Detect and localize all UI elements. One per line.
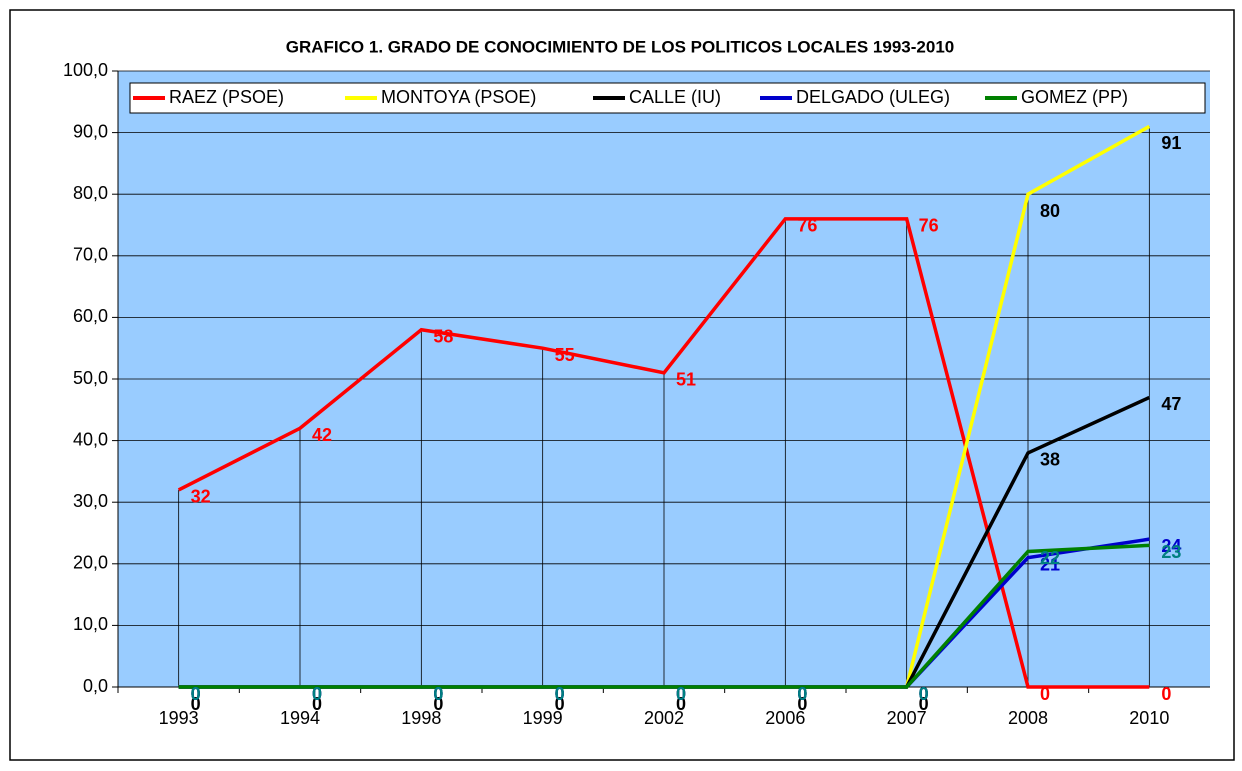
data-label: 76 xyxy=(797,216,817,236)
data-label: 0 xyxy=(433,684,443,704)
data-label: 47 xyxy=(1161,394,1181,414)
data-label: 0 xyxy=(433,684,443,704)
data-label: 0 xyxy=(919,684,929,704)
data-label: 91 xyxy=(1161,133,1181,153)
data-label: 32 xyxy=(191,487,211,507)
data-label: 0 xyxy=(312,694,322,714)
data-label: 0 xyxy=(555,684,565,704)
data-label: 0 xyxy=(191,684,201,704)
data-label: 22 xyxy=(1040,548,1060,568)
series-line xyxy=(178,543,1150,689)
y-tick-label: 30,0 xyxy=(73,491,108,511)
data-label: 0 xyxy=(191,684,201,704)
data-label: 0 xyxy=(312,684,322,704)
data-label: 76 xyxy=(919,216,939,236)
y-tick-label: 10,0 xyxy=(73,614,108,634)
x-tick-label: 1998 xyxy=(401,708,441,728)
data-label: 51 xyxy=(676,370,696,390)
x-tick-label: 2002 xyxy=(644,708,684,728)
data-label: 0 xyxy=(797,684,807,704)
data-label: 24 xyxy=(1161,536,1181,556)
data-label: 0 xyxy=(797,684,807,704)
legend-box xyxy=(129,82,1206,114)
data-label: 80 xyxy=(1040,201,1060,221)
data-label: 21 xyxy=(1040,554,1060,574)
y-tick-label: 70,0 xyxy=(73,245,108,265)
x-tick-label: 2006 xyxy=(765,708,805,728)
y-tick-label: 20,0 xyxy=(73,553,108,573)
data-label: 0 xyxy=(1161,684,1171,704)
x-tick-label: 1993 xyxy=(159,708,199,728)
legend-label: DELGADO (ULEG) xyxy=(796,87,950,107)
data-label: 55 xyxy=(555,345,575,365)
data-label: 23 xyxy=(1161,542,1181,562)
data-label: 0 xyxy=(919,694,929,714)
x-tick-label: 2007 xyxy=(887,708,927,728)
legend-label: MONTOYA (PSOE) xyxy=(381,87,536,107)
y-tick-label: 0,0 xyxy=(83,676,108,696)
y-tick-label: 90,0 xyxy=(73,121,108,141)
y-tick-label: 50,0 xyxy=(73,368,108,388)
x-tick-label: 2008 xyxy=(1008,708,1048,728)
data-label: 0 xyxy=(191,684,201,704)
data-label: 0 xyxy=(312,684,322,704)
legend-label: RAEZ (PSOE) xyxy=(169,87,284,107)
data-label: 0 xyxy=(191,694,201,714)
data-label: 42 xyxy=(312,425,332,445)
y-tick-label: 40,0 xyxy=(73,429,108,449)
data-label: 0 xyxy=(555,694,565,714)
data-label: 0 xyxy=(555,684,565,704)
data-label: 0 xyxy=(919,684,929,704)
data-label: 0 xyxy=(555,684,565,704)
legend-label: CALLE (IU) xyxy=(629,87,721,107)
data-label: 0 xyxy=(676,684,686,704)
data-label: 58 xyxy=(433,326,453,346)
data-label: 38 xyxy=(1040,450,1060,470)
data-label: 0 xyxy=(1040,684,1050,704)
data-label: 0 xyxy=(797,684,807,704)
chart-title: GRAFICO 1. GRADO DE CONOCIMIENTO DE LOS … xyxy=(286,37,954,56)
y-tick-label: 80,0 xyxy=(73,183,108,203)
data-label: 0 xyxy=(919,684,929,704)
x-tick-label: 2010 xyxy=(1129,708,1169,728)
data-label: 0 xyxy=(676,684,686,704)
legend-label: GOMEZ (PP) xyxy=(1021,87,1128,107)
data-label: 0 xyxy=(433,684,443,704)
data-label: 0 xyxy=(676,684,686,704)
y-tick-label: 100,0 xyxy=(63,60,108,80)
data-label: 0 xyxy=(676,694,686,714)
data-label: 0 xyxy=(312,684,322,704)
y-tick-label: 60,0 xyxy=(73,306,108,326)
data-label: 0 xyxy=(797,694,807,714)
data-label: 0 xyxy=(433,694,443,714)
x-tick-label: 1994 xyxy=(280,708,320,728)
x-tick-label: 1999 xyxy=(523,708,563,728)
